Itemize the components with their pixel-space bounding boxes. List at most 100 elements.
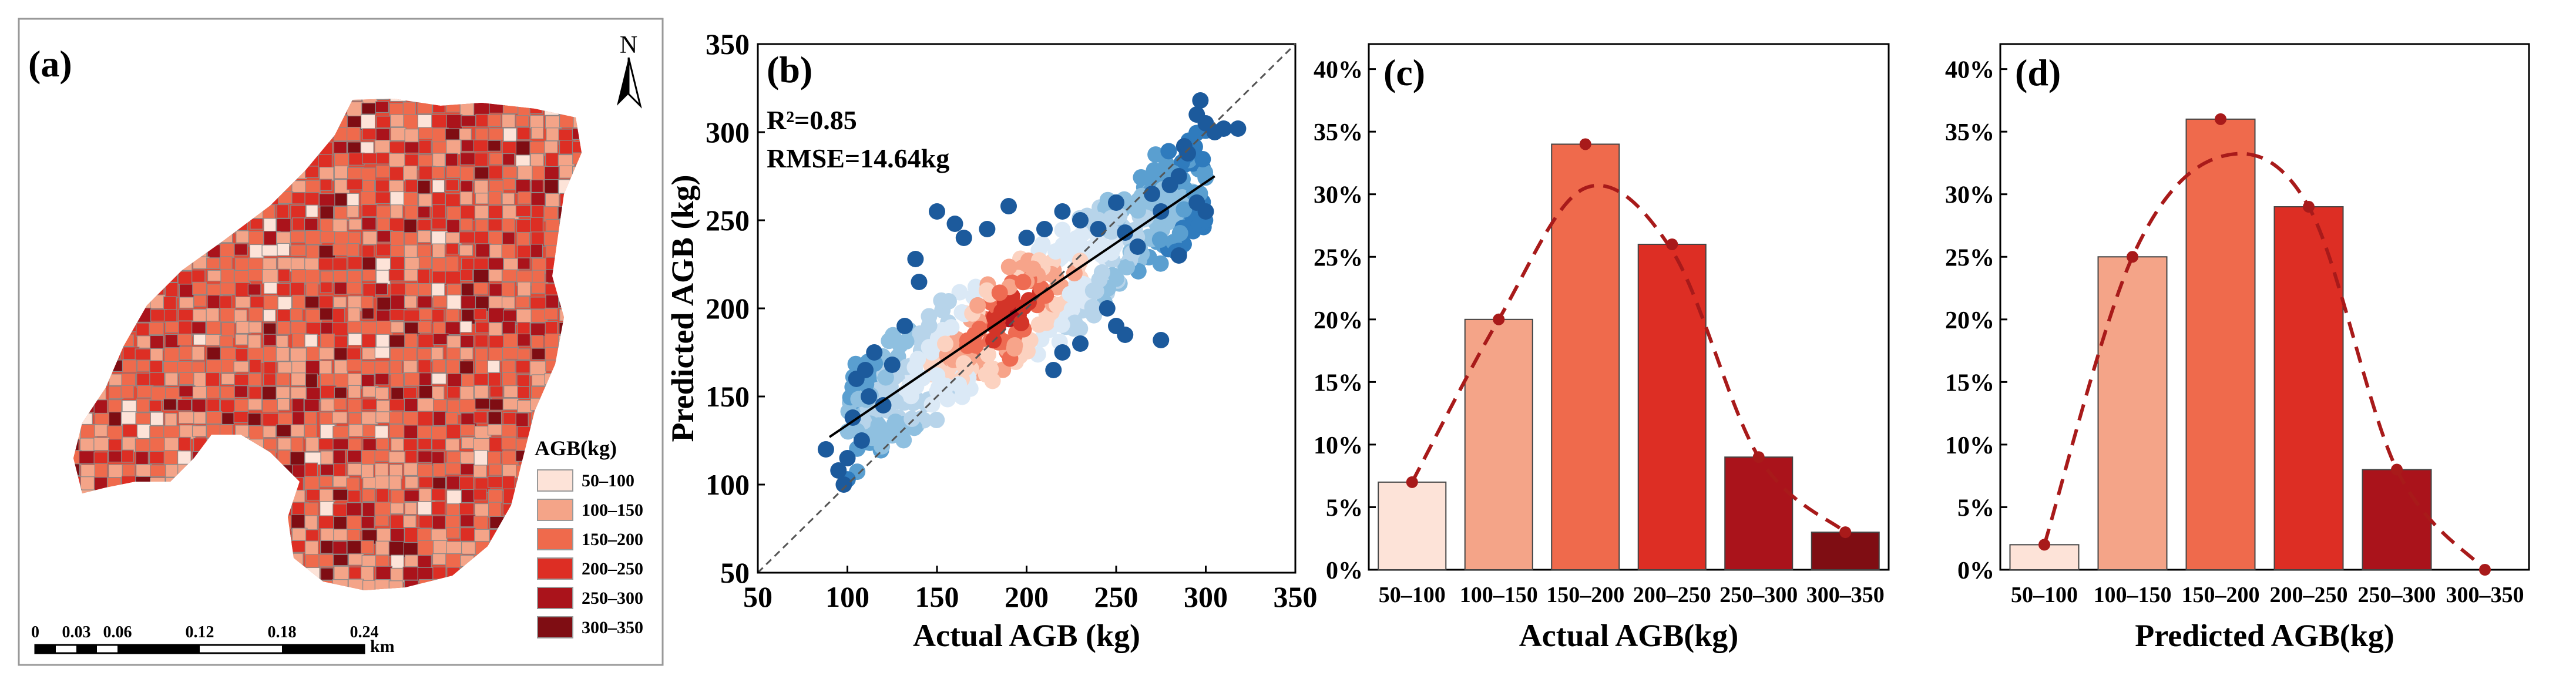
map-cell bbox=[362, 257, 376, 271]
map-cell bbox=[361, 244, 375, 259]
map-cell bbox=[375, 101, 389, 113]
map-cell bbox=[375, 554, 389, 568]
map-cell bbox=[360, 566, 374, 581]
scatter-point bbox=[1066, 314, 1083, 331]
scatter-point bbox=[978, 282, 995, 299]
map-cell bbox=[445, 243, 459, 255]
map-cell bbox=[418, 385, 433, 400]
map-cell bbox=[417, 206, 431, 219]
x-tick-label: 150–200 bbox=[1546, 583, 1624, 607]
map-cell bbox=[502, 141, 519, 156]
map-cell bbox=[163, 398, 177, 411]
map-cell bbox=[390, 204, 404, 219]
map-cell bbox=[192, 361, 205, 374]
map-cell bbox=[459, 386, 474, 401]
map-cell bbox=[474, 180, 489, 194]
map-cell bbox=[178, 436, 191, 452]
map-cell bbox=[557, 154, 575, 167]
scatter-point bbox=[839, 450, 856, 466]
map-cell bbox=[263, 373, 276, 386]
map-cell bbox=[136, 372, 152, 388]
map-cell bbox=[304, 502, 318, 517]
scatter-point bbox=[1054, 203, 1071, 220]
scatter-point bbox=[884, 357, 901, 373]
map-cell bbox=[431, 373, 447, 385]
map-cell bbox=[276, 424, 292, 438]
map-cell bbox=[418, 256, 432, 269]
map-cell bbox=[390, 321, 404, 333]
bar bbox=[1724, 456, 1794, 571]
scatter-point bbox=[835, 476, 852, 493]
map-cell bbox=[333, 425, 349, 438]
map-cell bbox=[362, 128, 378, 140]
map-cell bbox=[319, 476, 333, 488]
map-cell bbox=[404, 269, 419, 281]
map-cell bbox=[361, 167, 376, 181]
map-cell bbox=[517, 333, 531, 347]
scatter-point bbox=[1034, 236, 1051, 253]
map-cell bbox=[149, 451, 166, 465]
bar-panel-label: (c) bbox=[1383, 52, 1425, 93]
map-cell bbox=[473, 450, 488, 466]
bar bbox=[2009, 544, 2080, 571]
map-cell bbox=[220, 243, 235, 258]
map-cell bbox=[149, 372, 165, 386]
scatter-point bbox=[1053, 316, 1070, 333]
scatter-point bbox=[930, 379, 947, 396]
scale-bar: 0 0.03 0.06 0.12 0.18 0.24 km bbox=[31, 623, 395, 656]
scatter-point bbox=[866, 344, 883, 361]
map-cell bbox=[432, 359, 446, 373]
map-cell bbox=[460, 180, 473, 193]
scatter-point bbox=[936, 335, 953, 352]
map-cell bbox=[488, 191, 502, 205]
y-tick-label: 300 bbox=[706, 116, 750, 149]
map-cell bbox=[404, 489, 420, 502]
map-cell bbox=[375, 373, 389, 385]
legend-title: AGB(kg) bbox=[535, 436, 617, 460]
map-cell bbox=[388, 268, 405, 281]
map-cell bbox=[404, 425, 418, 439]
scatter-point bbox=[990, 310, 1007, 327]
scatter-point bbox=[943, 319, 960, 336]
map-cell bbox=[233, 361, 249, 372]
map-cell bbox=[334, 373, 350, 389]
map-cell bbox=[304, 540, 319, 556]
map-cell bbox=[432, 257, 447, 273]
map-cell bbox=[192, 346, 205, 361]
map-cell bbox=[291, 294, 305, 310]
map-cell bbox=[277, 412, 294, 425]
map-cell bbox=[459, 398, 476, 413]
map-cell bbox=[332, 411, 348, 424]
map-cell bbox=[431, 426, 448, 441]
map-cell bbox=[79, 438, 95, 453]
map-cell bbox=[473, 139, 490, 152]
map-cell bbox=[375, 191, 391, 204]
scatter-point bbox=[969, 297, 986, 314]
map-cell bbox=[516, 231, 530, 246]
map-cell bbox=[530, 192, 546, 207]
scatter-point bbox=[906, 359, 923, 376]
scatter-point bbox=[1018, 230, 1035, 246]
x-tick-label: 50–100 bbox=[1379, 583, 1446, 607]
north-arrow-icon: N bbox=[617, 32, 642, 109]
map-cell bbox=[417, 540, 435, 556]
map-cell bbox=[361, 398, 378, 411]
map-cell bbox=[445, 462, 462, 475]
map-cell bbox=[304, 423, 317, 439]
map-cell bbox=[374, 425, 389, 440]
x-tick-label: 300 bbox=[1184, 580, 1228, 613]
y-tick-label: 25% bbox=[1314, 244, 1363, 271]
map-cell bbox=[473, 373, 489, 386]
map-cell bbox=[122, 423, 138, 439]
map-cell bbox=[177, 451, 192, 465]
map-cell bbox=[460, 463, 475, 475]
map-cell bbox=[474, 231, 491, 245]
map-cell bbox=[446, 476, 461, 490]
legend-swatch bbox=[537, 587, 573, 609]
map-cell bbox=[306, 244, 321, 261]
map-cell bbox=[501, 423, 517, 438]
scatter-point bbox=[1144, 186, 1160, 202]
x-tick-label: 150 bbox=[915, 580, 959, 613]
value-point bbox=[1493, 313, 1505, 325]
map-cell bbox=[348, 219, 362, 230]
